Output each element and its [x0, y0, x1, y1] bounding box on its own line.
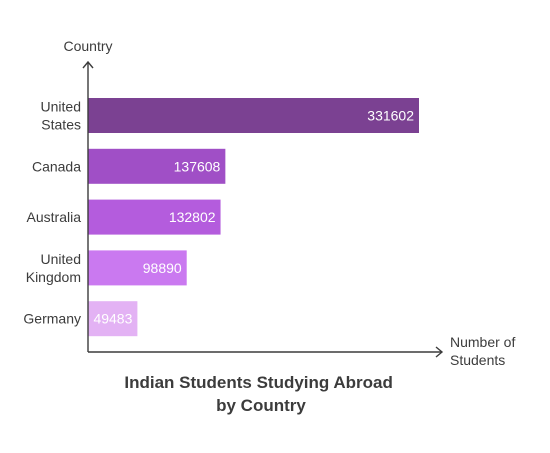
category-label-2-line-0: Australia: [27, 209, 82, 225]
category-label-1: Canada: [32, 158, 81, 174]
category-label-3-line-0: United: [41, 251, 81, 267]
data-label-3: 98890: [143, 260, 182, 276]
bar-0: [88, 98, 419, 133]
data-label-0: 331602: [367, 108, 414, 124]
bar-2: [88, 199, 221, 235]
data-label-2: 132802: [169, 209, 216, 225]
category-label-2: Australia: [27, 209, 82, 225]
category-label-4: Germany: [23, 311, 81, 327]
chart-title-line-1: Indian Students Studying Abroad: [124, 373, 393, 392]
category-label-0-line-0: United: [41, 99, 81, 115]
data-label-4: 49483: [93, 311, 132, 327]
category-label-0-line-1: States: [41, 117, 81, 133]
category-label-3-line-1: Kingdom: [26, 269, 81, 285]
chart-title-line-2: by Country: [216, 396, 306, 415]
bar-1: [88, 148, 226, 184]
data-label-1: 137608: [174, 158, 221, 174]
bar-3: [88, 250, 187, 286]
data-labels-group: 331602 137608 132802 98890 49483: [93, 108, 414, 327]
chart-title: Indian Students Studying Abroad by Count…: [124, 373, 397, 415]
bars-group: [88, 98, 419, 337]
category-label-3: United Kingdom: [26, 251, 81, 285]
bar-4: [88, 301, 138, 337]
x-axis-arrow-icon: [435, 346, 444, 358]
category-labels-group: United States Canada Australia United Kingdom…: [23, 99, 81, 327]
x-axis-title: Number of Students: [450, 334, 519, 368]
x-axis-title-line-2: Students: [450, 352, 505, 368]
category-label-1-line-0: Canada: [32, 158, 81, 174]
x-axis-title-line-1: Number of: [450, 334, 515, 350]
category-label-0: United States: [41, 99, 81, 133]
y-axis-title: Country: [63, 38, 112, 54]
category-label-4-line-0: Germany: [23, 311, 81, 327]
y-axis-arrow-icon: [82, 60, 94, 69]
